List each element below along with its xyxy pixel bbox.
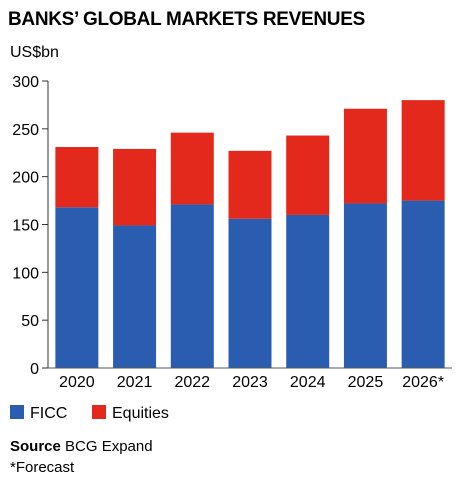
x-tick-label-2023: 2023 — [232, 374, 268, 391]
legend-swatch-ficc — [10, 405, 24, 419]
bar-ficc-2023 — [228, 218, 272, 368]
y-tick-label-300: 300 — [12, 74, 39, 91]
bar-ficc-2020 — [55, 207, 99, 368]
chart-title: BANKS’ GLOBAL MARKETS REVENUES — [8, 9, 365, 30]
bar-equities-2021 — [113, 148, 157, 226]
source-text: BCG Expand — [65, 438, 153, 455]
bar-ficc-2021 — [113, 225, 157, 368]
legend-label-equities: Equities — [112, 405, 169, 422]
x-tick-label-2025: 2025 — [348, 374, 384, 391]
y-tick-label-200: 200 — [12, 170, 39, 187]
bar-equities-2024 — [286, 135, 330, 215]
bar-equities-2022 — [170, 132, 214, 205]
y-tick-label-50: 50 — [21, 313, 39, 330]
y-tick-label-250: 250 — [12, 122, 39, 139]
y-tick-label-100: 100 — [12, 265, 39, 282]
y-axis: 0 50 100 150 200 250 300 — [12, 74, 49, 378]
source-label: Source — [10, 438, 61, 455]
x-tick-label-2022: 2022 — [174, 374, 210, 391]
forecast-footnote: *Forecast — [10, 459, 75, 476]
bars-group — [48, 100, 452, 369]
bar-equities-2026 — [401, 100, 445, 201]
y-unit-label: US$bn — [10, 44, 59, 61]
legend-swatch-equities — [92, 405, 106, 419]
bar-equities-2025 — [343, 108, 387, 204]
legend: FICC Equities — [10, 405, 169, 422]
bar-ficc-2024 — [286, 214, 330, 368]
x-tick-label-2024: 2024 — [290, 374, 326, 391]
bar-ficc-2026 — [401, 200, 445, 368]
bar-ficc-2025 — [343, 203, 387, 368]
x-tick-label-2021: 2021 — [117, 374, 153, 391]
legend-label-ficc: FICC — [30, 405, 67, 422]
x-axis-labels: 2020 2021 2022 2023 2024 2025 2026* — [59, 374, 444, 391]
bar-ficc-2022 — [170, 204, 214, 368]
x-tick-label-2026: 2026* — [402, 374, 444, 391]
bar-equities-2020 — [55, 147, 99, 208]
x-tick-label-2020: 2020 — [59, 374, 95, 391]
y-tick-label-0: 0 — [30, 361, 39, 378]
bar-equities-2023 — [228, 150, 272, 219]
source-note: Source BCG Expand — [10, 438, 153, 455]
y-tick-label-150: 150 — [12, 218, 39, 235]
